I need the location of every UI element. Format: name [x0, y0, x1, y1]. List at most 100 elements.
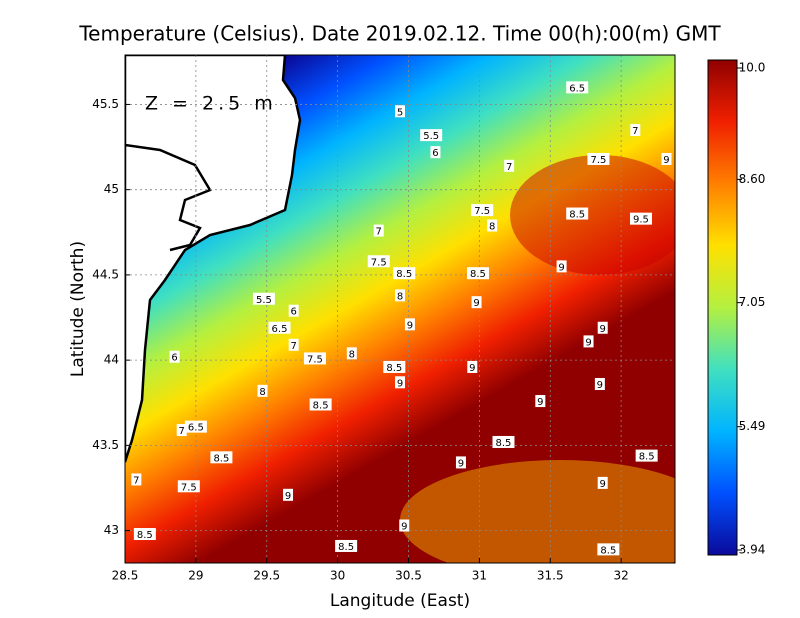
x-tick-label: 31.5: [537, 569, 564, 583]
contour-label: 5: [397, 107, 403, 118]
y-tick-label: 44.5: [92, 267, 119, 281]
contour-label-box: [169, 350, 180, 363]
contour-label: 9: [401, 521, 407, 532]
contour-label: 5.5: [423, 131, 439, 142]
contour-label-box: [467, 360, 478, 373]
contour-label: 7: [632, 126, 638, 137]
contour-label-box: [404, 318, 415, 331]
contour-label-box: [587, 152, 610, 165]
contour-label-box: [367, 255, 390, 268]
contour-label-box: [635, 449, 658, 462]
contour-label-box: [487, 219, 498, 232]
contour-label-box: [177, 480, 200, 493]
contour-label: 9: [537, 397, 543, 408]
contour-label-box: [393, 267, 416, 280]
contour-label-box: [184, 420, 207, 433]
contour-label: 7.5: [307, 354, 323, 365]
contour-label: 9.5: [633, 215, 649, 226]
contour-label: 7: [290, 341, 296, 352]
plot-frame: [124, 54, 676, 564]
warm-band: [400, 460, 675, 563]
depth-annotation: Z = 2.5 m: [145, 93, 277, 115]
contour-label: 7: [179, 426, 185, 437]
contour-label: 7: [506, 162, 512, 173]
contour-label-box: [335, 539, 358, 552]
contour-label: 8.5: [338, 542, 354, 553]
y-axis-label: Latitude (North): [68, 241, 88, 377]
land: [125, 55, 302, 463]
contour-label: 9: [663, 155, 669, 166]
contour-label-box: [395, 376, 405, 389]
contour-label-box: [288, 304, 299, 317]
contour-label: 9: [585, 337, 591, 348]
warm-core: [510, 155, 675, 275]
contour-label-box: [597, 543, 620, 556]
contour-label-box: [629, 212, 652, 225]
contour-label-box: [131, 473, 142, 486]
contour-label-box: [630, 124, 641, 137]
contour-label: 8: [397, 291, 403, 302]
contour-label: 7.5: [181, 482, 197, 493]
contour-label: 6.5: [188, 423, 204, 434]
contour-label: 5.5: [256, 295, 272, 306]
x-tick-label: 31: [472, 569, 487, 583]
contour-label-box: [210, 451, 233, 464]
contour-label: 8.5: [639, 452, 655, 463]
contour-label-box: [399, 519, 410, 532]
contour-label-box: [373, 224, 384, 237]
colorbar-tick-label: 10.0: [739, 61, 766, 75]
contour-label: 7.5: [591, 155, 607, 166]
contour-label-box: [471, 204, 494, 217]
x-axis-label: Langitude (East): [330, 591, 470, 611]
contour-label: 6: [171, 353, 177, 364]
contour-label: 8: [489, 221, 495, 232]
colorbar-tick-label: 5.49: [739, 419, 766, 433]
y-tick-label: 45.5: [92, 97, 119, 111]
x-tick-label: 29: [188, 569, 203, 583]
x-tick-label: 28.5: [112, 569, 139, 583]
contour-label: 7.5: [474, 206, 490, 217]
contour-label: 8.5: [313, 400, 329, 411]
contour-label-box: [455, 456, 466, 469]
contour-label: 8: [349, 349, 355, 360]
contour-label: 9: [558, 262, 564, 273]
contour-label-box: [492, 435, 515, 448]
contour-label: 8.5: [396, 269, 412, 280]
contour-label-box: [535, 395, 546, 408]
contour-label-box: [257, 384, 268, 397]
colorbar: [707, 59, 738, 556]
y-tick-label: 44: [104, 353, 119, 367]
contour-label: 8.5: [470, 269, 486, 280]
contour-label: 9: [597, 380, 603, 391]
contour-label-box: [583, 335, 594, 348]
contour-label: 9: [473, 298, 479, 309]
contour-label: 6.5: [569, 83, 585, 94]
contour-label-box: [133, 528, 156, 541]
contour-label: 6: [290, 307, 296, 318]
contour-label-box: [395, 105, 405, 118]
y-tick-label: 43: [104, 523, 119, 537]
contour-label: 9: [458, 458, 464, 469]
contour-label: 9: [407, 320, 413, 331]
contour-label: 7.5: [371, 257, 387, 268]
contour-label: 8.5: [137, 530, 153, 541]
colorbar-tick-label: 7.05: [739, 295, 766, 309]
x-tick-label: 30: [330, 569, 345, 583]
x-tick-label: 32: [613, 569, 628, 583]
contour-label: 8: [259, 387, 265, 398]
contour-label-box: [504, 159, 515, 172]
y-tick-label: 45: [104, 182, 119, 196]
chart-title: Temperature (Celsius). Date 2019.02.12. …: [78, 22, 721, 46]
contour-label-box: [395, 289, 405, 302]
x-tick-label: 30.5: [395, 569, 422, 583]
contour-label: 8.5: [213, 453, 229, 464]
y-tick-label: 43.5: [92, 438, 119, 452]
contour-label-box: [252, 292, 275, 305]
contour-label-box: [346, 347, 357, 360]
contour-label-box: [303, 352, 326, 365]
contour-label-box: [283, 488, 294, 501]
contour-label: 8.5: [386, 363, 402, 374]
contour-label: 7: [133, 475, 139, 486]
contour-label-box: [309, 398, 332, 411]
contour-label: 9: [469, 363, 475, 374]
